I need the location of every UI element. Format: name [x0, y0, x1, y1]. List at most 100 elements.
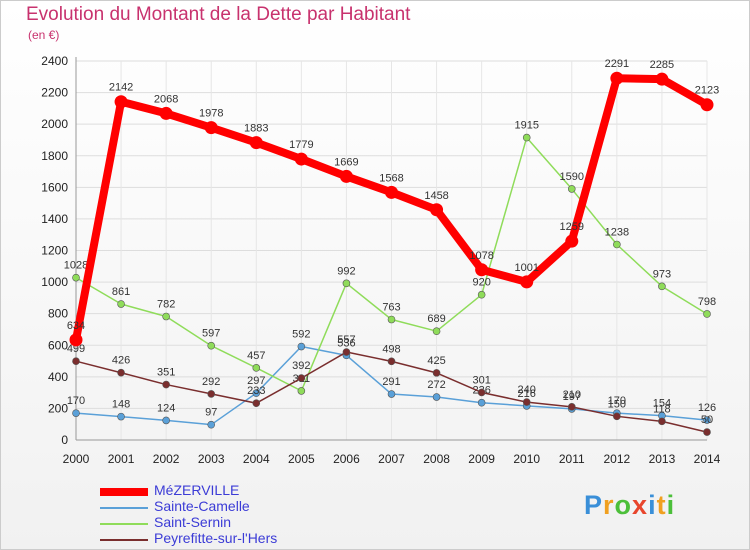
data-label: 148 [112, 399, 130, 411]
data-point [387, 315, 396, 324]
y-tick-label: 800 [48, 307, 68, 321]
data-label: 498 [382, 343, 400, 355]
data-point [72, 273, 80, 282]
data-label: 97 [205, 407, 217, 419]
data-point [117, 412, 125, 421]
x-tick-label: 2009 [468, 452, 495, 466]
data-label: 1883 [244, 123, 268, 135]
data-label: 297 [247, 375, 265, 387]
y-tick-label: 1400 [41, 212, 68, 226]
data-point [655, 72, 669, 86]
x-tick-label: 2002 [153, 452, 180, 466]
data-point [432, 393, 441, 401]
x-tick-label: 2011 [559, 452, 585, 466]
data-label: 1238 [605, 226, 629, 238]
data-label: 2123 [695, 85, 719, 97]
logo-letter: t [656, 490, 667, 520]
data-label: 1259 [560, 221, 584, 233]
data-label: 634 [67, 320, 85, 332]
data-point [387, 390, 396, 398]
data-label: 536 [337, 337, 355, 349]
data-label: 272 [427, 379, 445, 391]
logo-letter: x [632, 490, 649, 520]
data-label: 233 [247, 385, 265, 397]
data-point [252, 364, 261, 372]
data-label: 150 [608, 398, 626, 410]
data-point [477, 290, 486, 299]
data-point [72, 409, 80, 417]
data-label: 597 [202, 328, 220, 340]
legend-swatch [100, 507, 148, 509]
data-label: 170 [67, 395, 85, 407]
data-point [432, 369, 441, 377]
data-point [703, 416, 711, 424]
logo-letter: o [614, 490, 633, 520]
data-label: 118 [653, 403, 671, 415]
data-point [658, 282, 666, 291]
chart-title: Evolution du Montant de la Dette par Hab… [26, 4, 411, 25]
data-point [658, 417, 666, 426]
data-point [565, 234, 579, 248]
data-label: 240 [518, 384, 536, 396]
data-point [522, 133, 531, 142]
y-tick-label: 1600 [41, 180, 68, 194]
y-tick-label: 2000 [41, 117, 68, 131]
data-label: 197 [563, 391, 581, 403]
x-tick-label: 2003 [198, 452, 225, 466]
data-label: 1458 [424, 190, 448, 202]
data-point [700, 98, 714, 112]
data-label: 1915 [514, 120, 538, 132]
data-label: 2285 [650, 59, 674, 71]
data-point [207, 341, 216, 350]
x-tick-label: 2005 [288, 452, 315, 466]
legend-label: Saint-Sernin [154, 514, 232, 530]
data-label: 126 [698, 402, 716, 414]
data-point [72, 357, 80, 365]
y-tick-label: 400 [48, 370, 68, 384]
x-tick-label: 2004 [243, 452, 270, 466]
x-tick-label: 2000 [63, 452, 90, 466]
data-label: 782 [157, 299, 175, 311]
data-label: 291 [382, 376, 400, 388]
data-point [339, 169, 353, 183]
data-point [703, 428, 711, 436]
data-point [522, 398, 531, 406]
data-label: 351 [157, 367, 175, 379]
legend-swatch [100, 539, 148, 541]
data-point [385, 185, 398, 199]
data-point [252, 399, 261, 408]
data-point [520, 275, 534, 289]
data-point [610, 71, 624, 85]
data-label: 124 [157, 402, 175, 414]
data-point [69, 333, 83, 347]
data-label: 50 [701, 414, 713, 426]
data-label: 2068 [154, 93, 178, 105]
data-label: 992 [337, 265, 355, 277]
data-label: 392 [292, 360, 310, 372]
y-tick-label: 2400 [41, 54, 68, 68]
data-label: 592 [292, 329, 310, 341]
data-point [207, 390, 216, 398]
logo-letter: i [666, 490, 676, 520]
data-point [204, 121, 218, 135]
x-tick-label: 2001 [108, 452, 135, 466]
logo-letter: P [584, 490, 604, 520]
logo-letter: r [603, 490, 615, 520]
data-point [477, 388, 486, 397]
data-label: 1001 [514, 262, 538, 274]
legend-label: Sainte-Camelle [154, 498, 250, 514]
data-point [162, 312, 170, 321]
data-point [297, 387, 306, 395]
data-label: 216 [518, 388, 536, 400]
data-point [613, 412, 621, 421]
data-label: 1028 [64, 260, 88, 272]
data-label: 457 [247, 350, 265, 362]
data-label: 1669 [334, 156, 358, 168]
data-point [294, 152, 308, 166]
y-tick-label: 2200 [41, 86, 68, 100]
data-point [252, 389, 261, 397]
x-tick-label: 2014 [694, 452, 721, 466]
y-tick-label: 1200 [41, 244, 68, 258]
data-label: 154 [653, 398, 671, 410]
legend-label: Peyrefitte-sur-l'Hers [154, 530, 278, 546]
